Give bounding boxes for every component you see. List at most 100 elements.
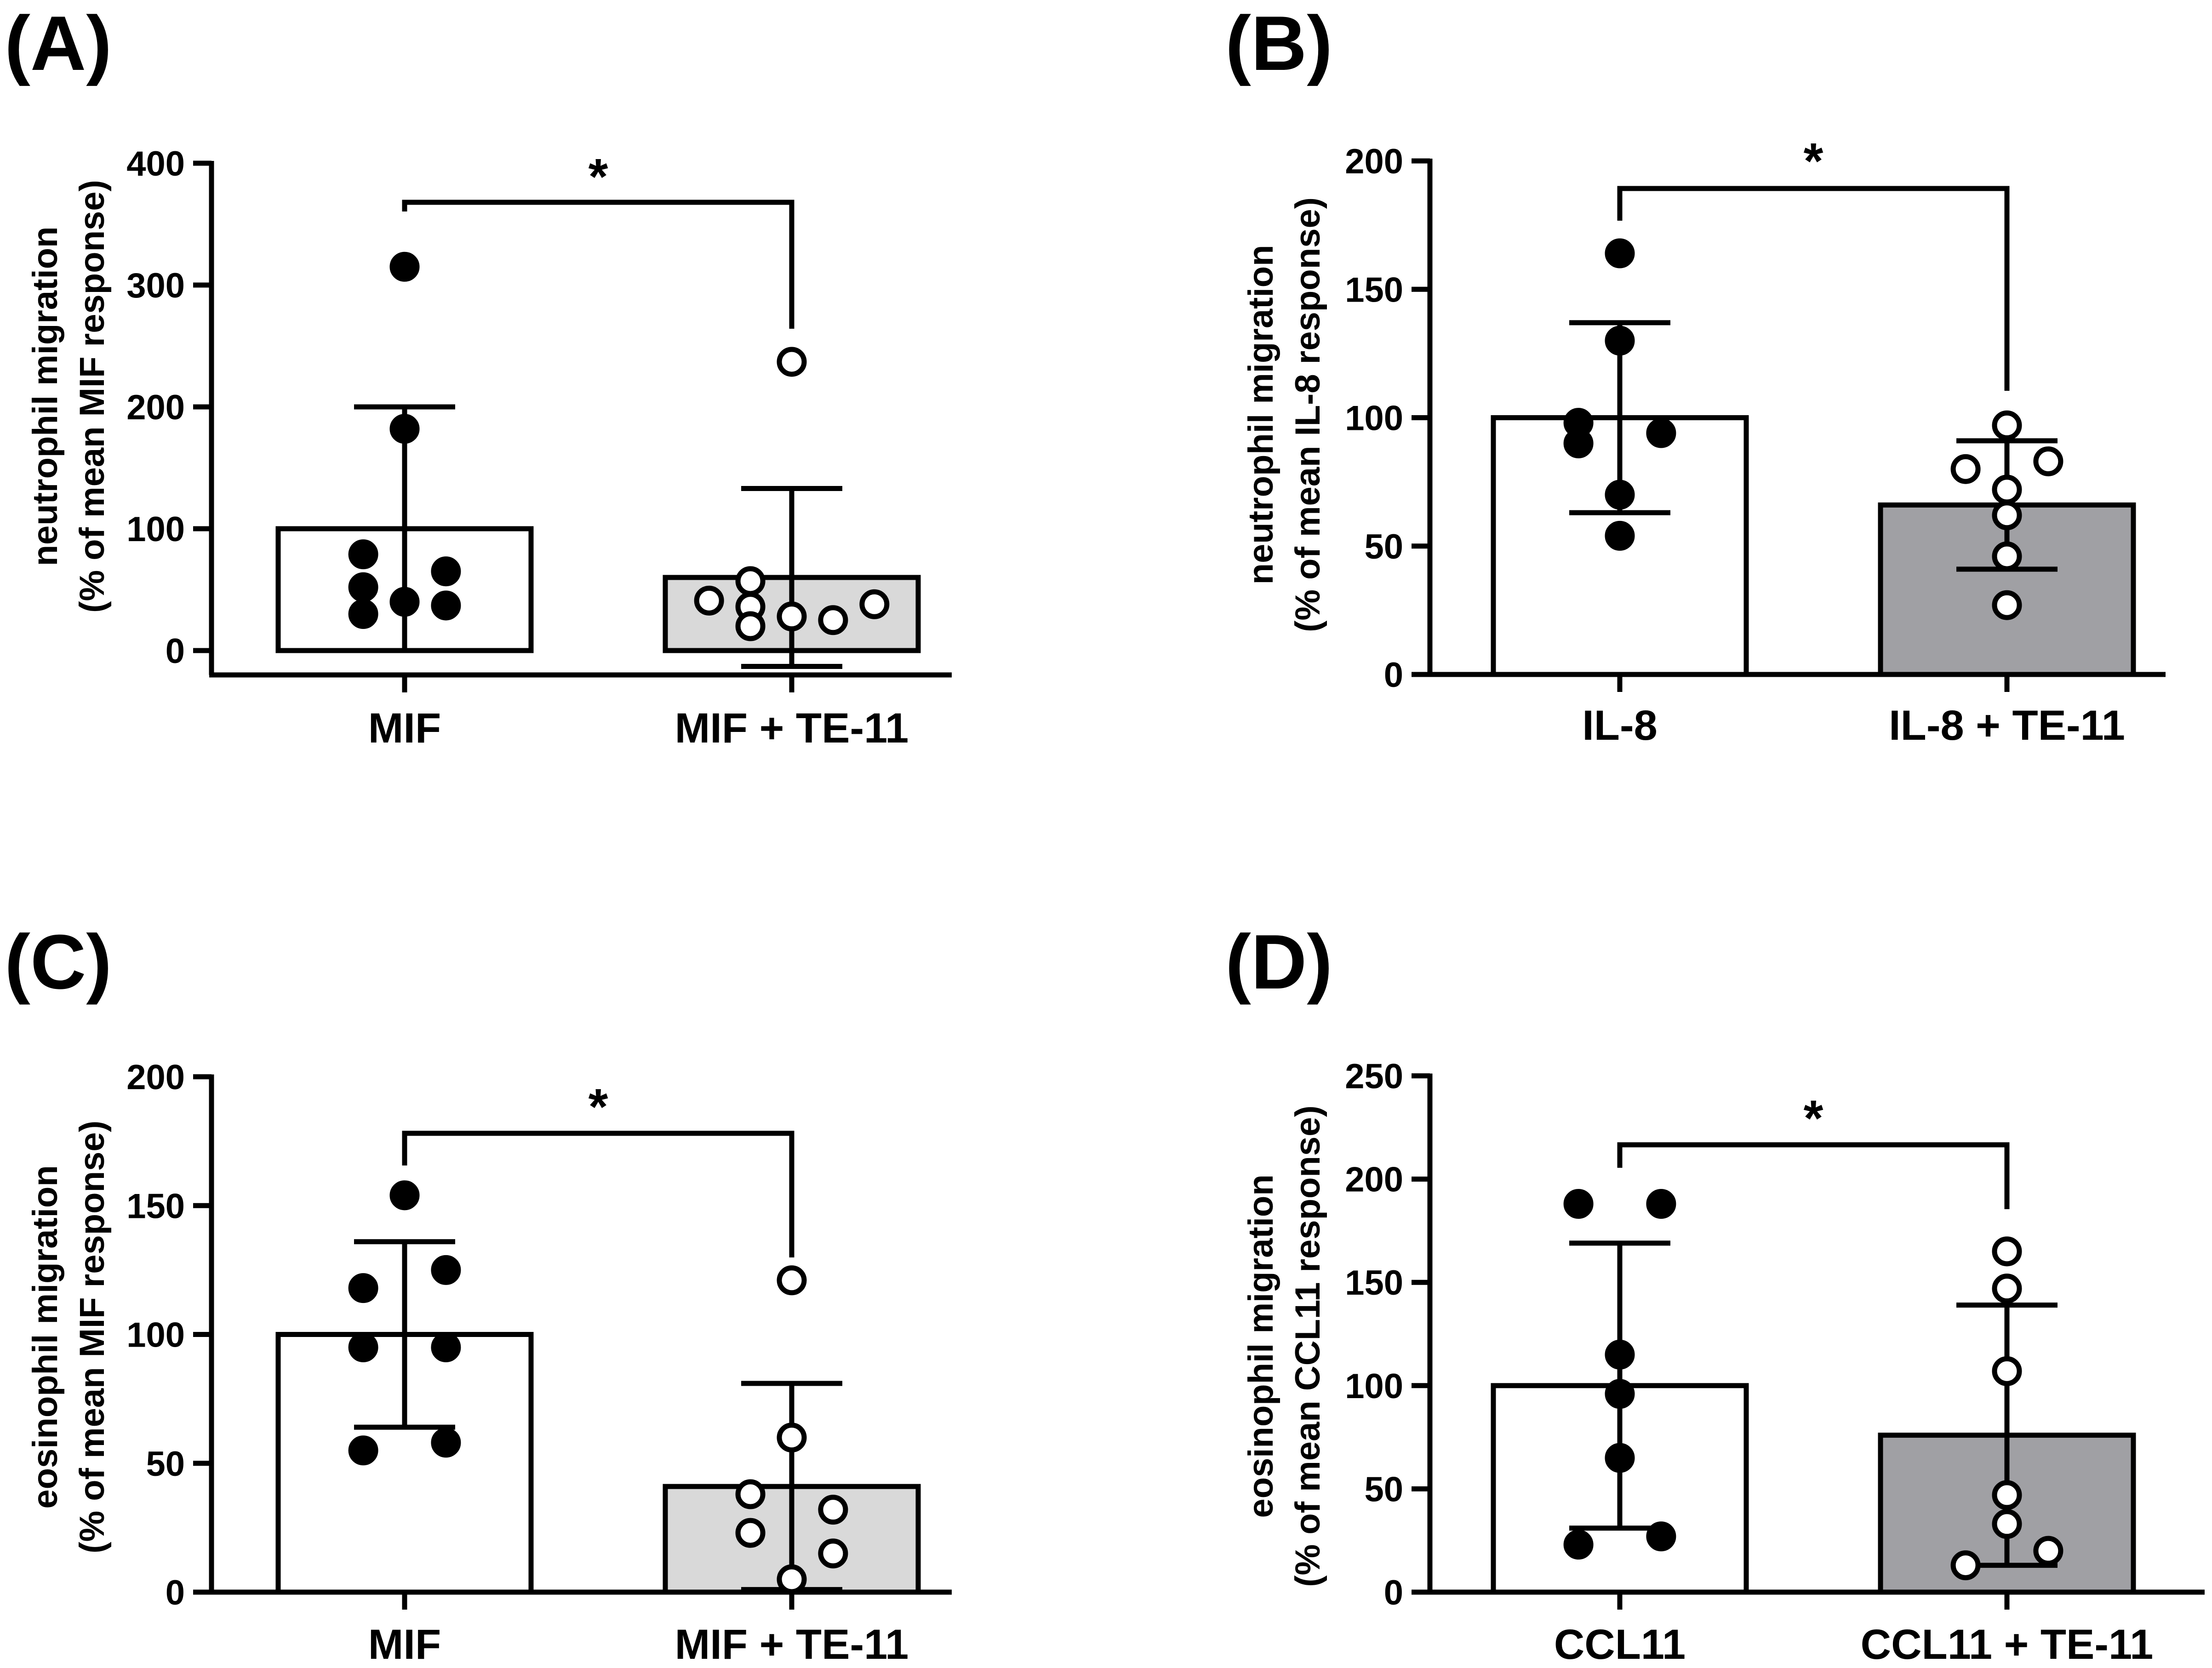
y-tick-label: 0	[166, 632, 185, 671]
significance-bracket	[402, 200, 794, 329]
y-axis-label: eosinophil migration	[1241, 1174, 1280, 1518]
y-tick-label: 0	[1384, 1573, 1403, 1612]
data-point	[431, 1255, 461, 1285]
data-point	[389, 414, 420, 444]
data-point	[1992, 474, 2022, 505]
significance-star: *	[1804, 133, 1823, 189]
data-point	[431, 1428, 461, 1458]
y-tick-label: 150	[1345, 270, 1403, 309]
panel-label: (A)	[5, 0, 112, 86]
panel-label: (C)	[5, 919, 112, 1005]
data-point	[777, 601, 807, 632]
significance-star: *	[1804, 1090, 1823, 1147]
panel-b: (B) neutrophil migration (% of mean IL-8…	[1225, 0, 2166, 749]
data-point	[777, 1564, 807, 1594]
data-point	[389, 1180, 420, 1211]
y-tick-label: 50	[1364, 527, 1403, 566]
y-tick-label: 0	[166, 1573, 185, 1612]
panel-d: (D) eosinophil migration (% of mean CCL1…	[1225, 919, 2205, 1668]
x-tick-label: CCL11	[1554, 1621, 1686, 1668]
data-point	[1992, 590, 2022, 620]
data-point	[735, 1518, 766, 1548]
x-tick-label: MIF	[368, 1621, 441, 1668]
data-point	[348, 1435, 378, 1466]
panel-label: (B)	[1225, 0, 1332, 86]
y-tick-label: 150	[126, 1187, 185, 1226]
data-point	[777, 1265, 807, 1296]
data-point	[389, 251, 420, 282]
x-tick-label: MIF + TE-11	[675, 705, 909, 752]
data-point	[1950, 1550, 1981, 1581]
data-point	[1646, 1521, 1676, 1552]
data-point	[1992, 1356, 2022, 1386]
y-axis-label: (% of mean IL-8 response)	[1288, 197, 1327, 632]
data-point	[348, 539, 378, 570]
plot-area: 0 100 200 300 400 MIF MIF + TE-11 *	[126, 144, 952, 752]
significance-star: *	[589, 149, 608, 205]
y-tick-label: 100	[126, 510, 185, 549]
data-point	[777, 1422, 807, 1453]
y-tick-label: 100	[1345, 1367, 1403, 1406]
data-point	[1992, 410, 2022, 440]
data-point	[1992, 1480, 2022, 1510]
y-axis-label: eosinophil migration	[26, 1165, 65, 1508]
panel-a: (A) neutrophil migration (% of mean MIF …	[5, 0, 952, 752]
y-tick-label: 0	[1384, 656, 1403, 695]
data-point	[777, 347, 807, 377]
data-point	[2033, 446, 2063, 476]
data-point	[1563, 1189, 1594, 1219]
x-tick-label: MIF	[368, 705, 441, 752]
significance-bracket	[402, 1131, 794, 1257]
y-tick-label: 100	[126, 1316, 185, 1355]
data-point	[1646, 1189, 1676, 1219]
y-tick-label: 50	[1364, 1470, 1403, 1509]
data-point	[1992, 541, 2022, 571]
y-axis-label: neutrophil migration	[1241, 245, 1280, 585]
y-tick-label: 200	[1345, 142, 1403, 181]
data-point	[431, 556, 461, 587]
y-tick-label: 50	[146, 1445, 185, 1484]
y-tick-label: 200	[126, 1058, 185, 1097]
y-tick-label: 100	[1345, 399, 1403, 438]
x-tick-label: CCL11 + TE-11	[1861, 1621, 2154, 1668]
y-tick-label: 250	[1345, 1057, 1403, 1096]
x-tick-label: IL-8 + TE-11	[1889, 702, 2125, 749]
plot-area: 0 50 100 150 200 250 CCL11 CCL11 + TE-11 *	[1345, 1057, 2205, 1668]
x-tick-label: IL-8	[1582, 702, 1658, 749]
significance-bracket	[1617, 186, 2010, 391]
panel-label: (D)	[1225, 919, 1332, 1005]
data-point	[348, 599, 378, 629]
data-point	[859, 589, 890, 619]
data-point	[1605, 1443, 1635, 1473]
data-point	[1605, 520, 1635, 551]
data-point	[818, 1495, 848, 1525]
y-tick-label: 300	[126, 266, 185, 305]
y-axis-label: (% of mean CCL11 response)	[1288, 1105, 1327, 1587]
significance-star: *	[589, 1079, 608, 1135]
data-point	[1950, 454, 1981, 484]
data-point	[1605, 480, 1635, 510]
data-point	[431, 1332, 461, 1363]
data-point	[389, 587, 420, 617]
data-point	[1992, 1274, 2022, 1304]
data-point	[348, 572, 378, 602]
data-point	[818, 1538, 848, 1569]
data-point	[1605, 238, 1635, 268]
y-tick-label: 200	[1345, 1160, 1403, 1200]
y-tick-label: 400	[126, 144, 185, 183]
data-point	[1605, 326, 1635, 356]
plot-area: 0 50 100 150 200 IL-8 IL-8 + TE-11 *	[1345, 133, 2166, 749]
data-point	[1605, 1339, 1635, 1370]
data-point	[1563, 1530, 1594, 1560]
significance-bracket	[1617, 1142, 2010, 1209]
data-point	[1992, 1236, 2022, 1267]
y-tick-label: 200	[126, 388, 185, 427]
data-point	[735, 611, 766, 641]
data-point	[735, 1479, 766, 1509]
panel-c: (C) eosinophil migration (% of mean MIF …	[5, 919, 952, 1668]
data-point	[348, 1273, 378, 1303]
y-tick-label: 150	[1345, 1263, 1403, 1302]
data-point	[694, 585, 724, 616]
x-tick-label: MIF + TE-11	[675, 1621, 909, 1668]
